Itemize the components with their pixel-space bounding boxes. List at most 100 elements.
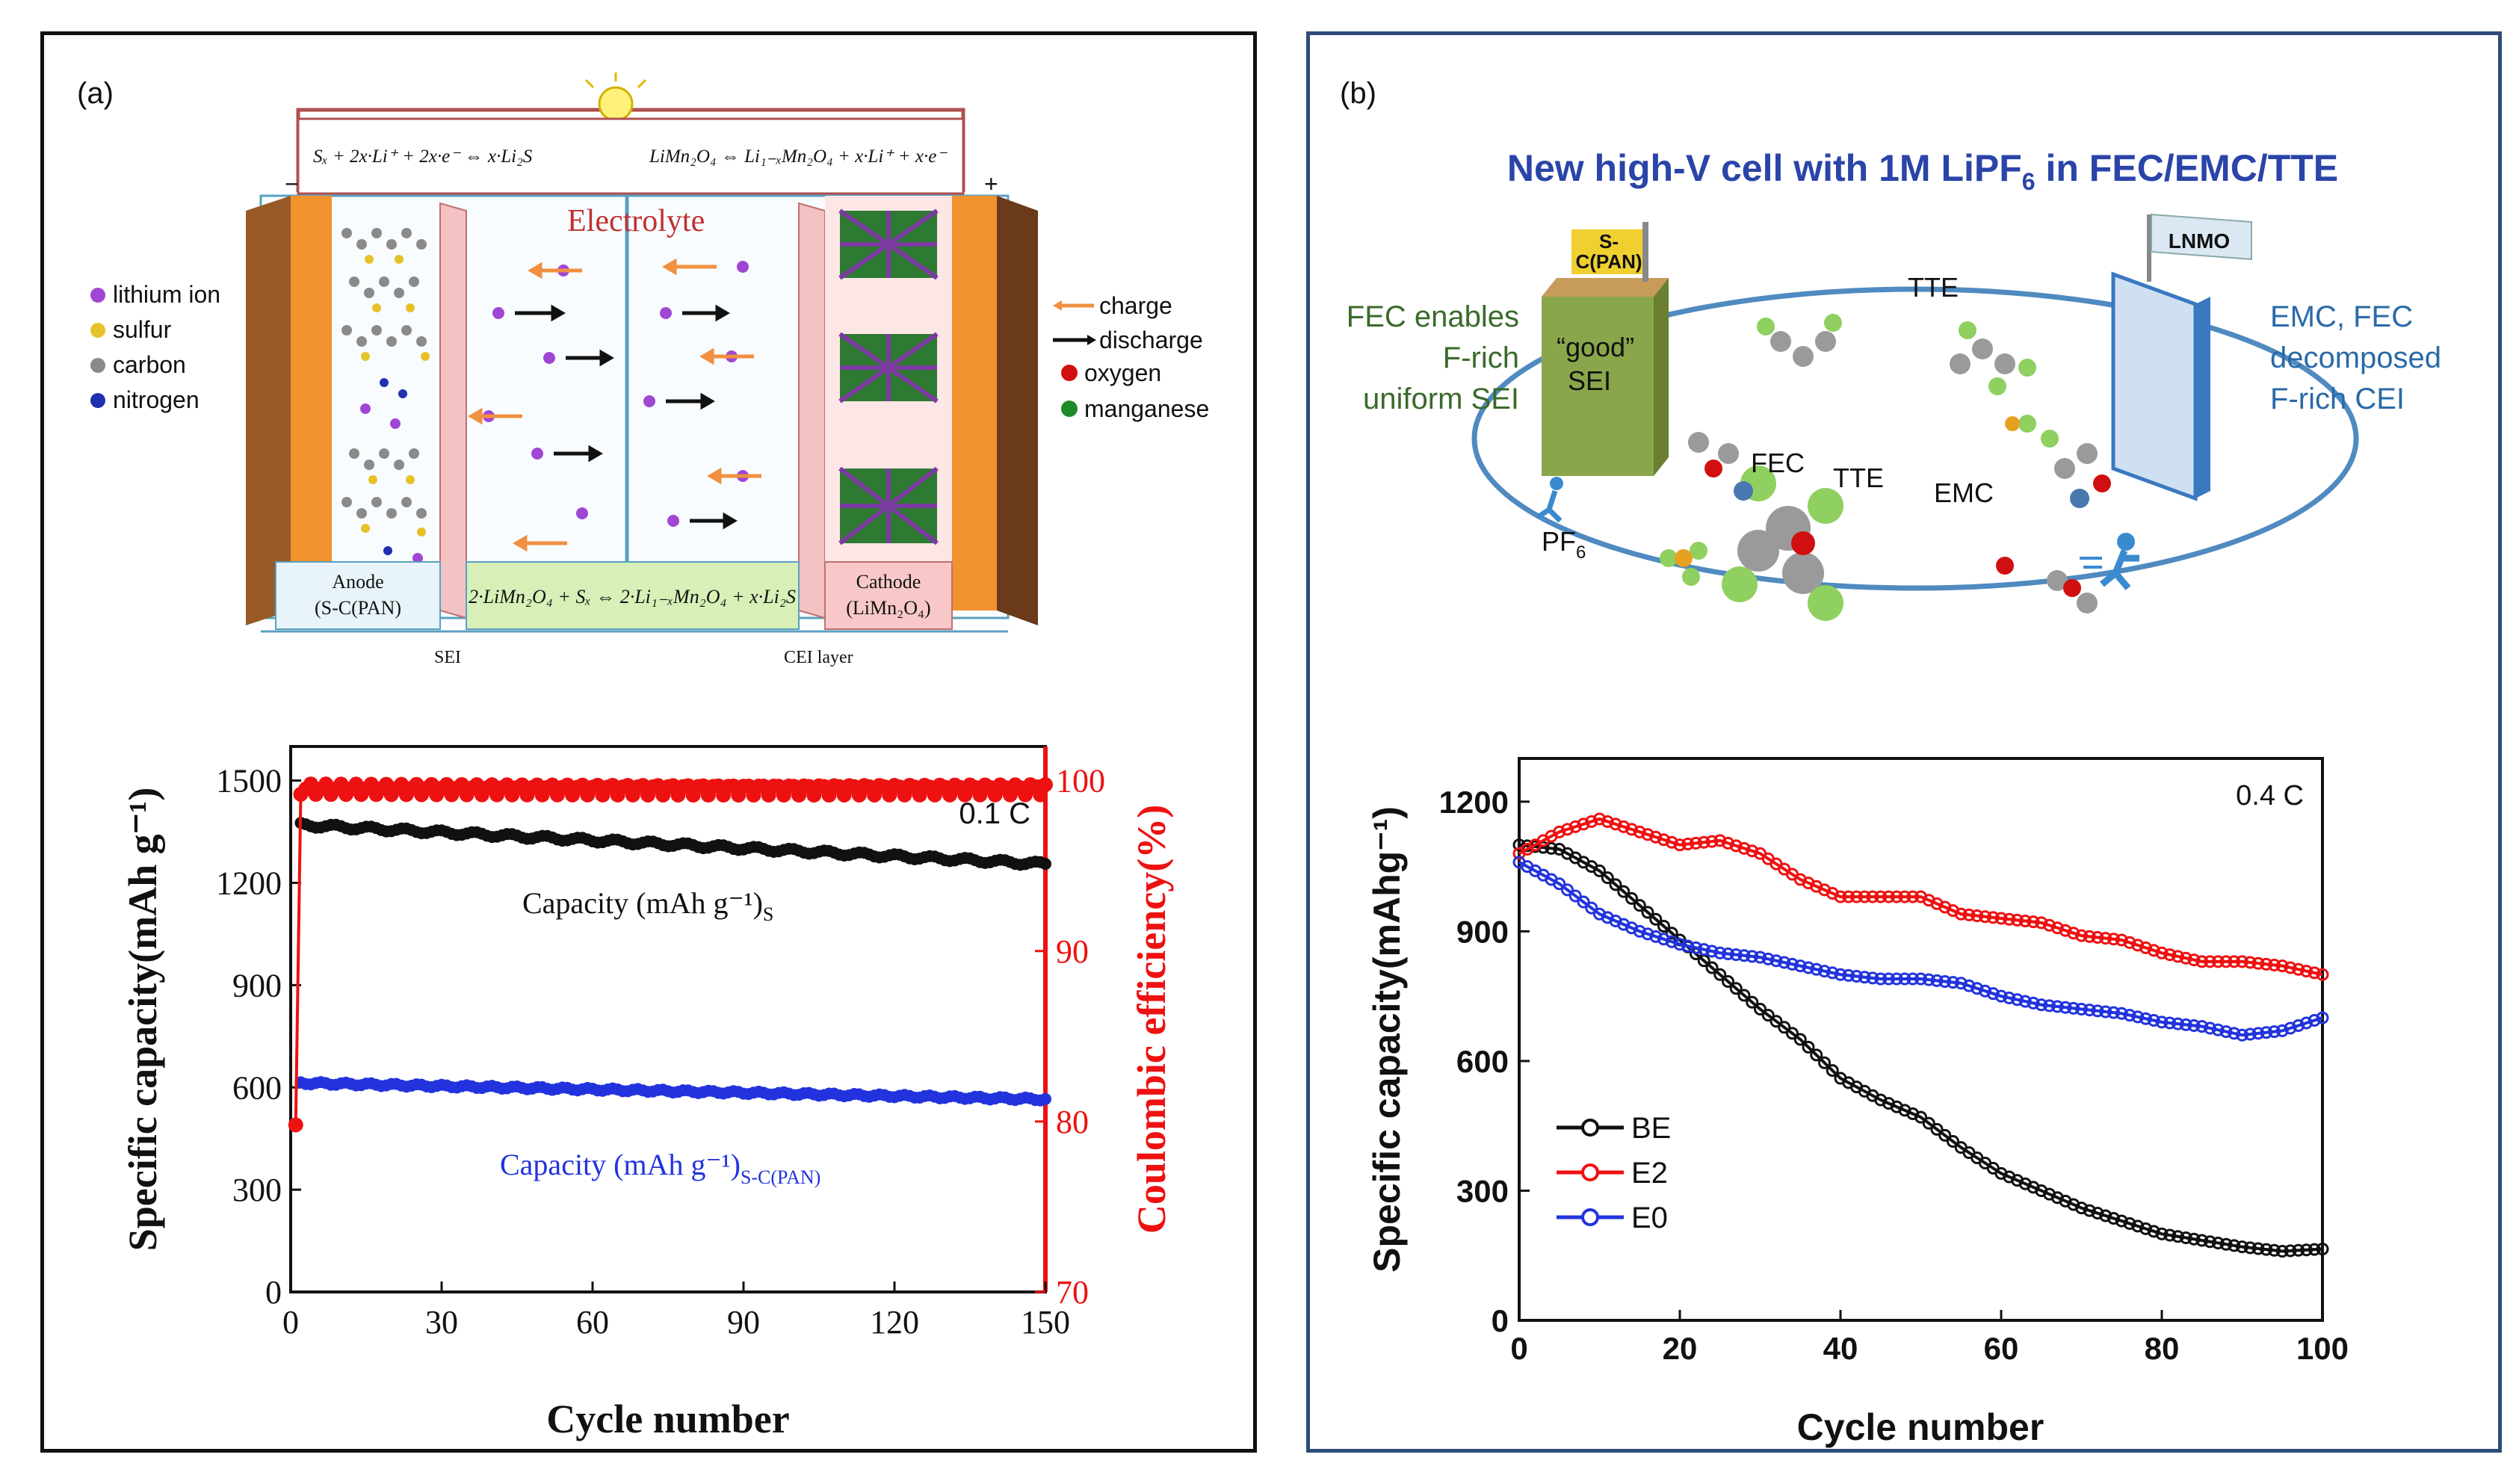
- chart-b-point-BE: [2091, 1207, 2104, 1220]
- cathode-label: Cathode: [856, 571, 921, 593]
- sei-layer: [439, 202, 467, 619]
- chart-b-point-E2: [2067, 927, 2080, 940]
- chart-b-point-BE: [1633, 899, 1646, 912]
- chart-b-point-E0: [2316, 1011, 2329, 1024]
- chart-b-point-E2: [1609, 817, 1622, 831]
- mol-fec: FEC: [1751, 448, 1805, 478]
- runner-icon: [2080, 533, 2139, 590]
- chart-b-point-E0: [1641, 927, 1654, 941]
- chart-b-legend-marker: [1581, 1208, 1599, 1226]
- chart-a-ytick-label: 1500: [216, 763, 282, 800]
- chart-b-point-E0: [1577, 895, 1590, 909]
- plus-sign: +: [984, 170, 998, 197]
- chart-b-point-E2: [1994, 912, 2008, 925]
- chart-b-point-E0: [1729, 948, 1743, 962]
- chart-b-point-E2: [1890, 890, 1903, 903]
- chart-b-point-E2: [1729, 839, 1743, 853]
- chart-b-point-BE: [2268, 1243, 2281, 1257]
- chart-b-point-E2: [1617, 820, 1631, 833]
- chart-b-point-E2: [2099, 932, 2112, 945]
- legend-carbon: carbon: [113, 351, 186, 378]
- chart-a-y2tick-label: 70: [1056, 1274, 1089, 1311]
- chart-b-rate: 0.4 C: [2236, 780, 2304, 811]
- chart-b-point-E2: [1882, 890, 1895, 903]
- chart-b-point-E0: [1866, 971, 1879, 985]
- chart-b-point-BE: [1802, 1040, 1815, 1054]
- chart-b-point-E0: [2284, 1021, 2297, 1035]
- cathode-electrode: [952, 196, 997, 610]
- chart-b-point-E2: [1593, 812, 1606, 826]
- chart-b-point-BE: [2228, 1239, 2241, 1252]
- legend-discharge: discharge: [1099, 327, 1203, 353]
- chart-b-point-BE: [2155, 1227, 2169, 1240]
- chart-b-point-E0: [2228, 1027, 2241, 1040]
- chart-b-point-E0: [2003, 991, 2016, 1004]
- sc-pan-label-1: S-: [1599, 230, 1619, 253]
- chart-b-point-E0: [2059, 1001, 2072, 1014]
- minus-sign: −: [285, 170, 299, 197]
- chart-b-xtick-label: 20: [1663, 1331, 1698, 1366]
- sc-pan-label-2: C(PAN): [1575, 250, 1642, 273]
- chart-b-point-E2: [1665, 835, 1678, 849]
- chart-b-point-E0: [2027, 996, 2040, 1010]
- chart-b-point-E2: [1962, 908, 1976, 921]
- chart-b-point-BE: [1737, 989, 1751, 1002]
- chart-b-point-BE: [2300, 1243, 2313, 1257]
- chart-b-point-E0: [1778, 956, 1791, 969]
- fec-left-2: F-rich: [1443, 341, 1519, 374]
- chart-b-point-E0: [1842, 968, 1855, 982]
- chart-b-point-E0: [1954, 977, 1968, 990]
- chart-b-point-BE: [1641, 906, 1654, 919]
- chart-b-point-E0: [1971, 982, 1984, 995]
- chart-b-point-E0: [1898, 972, 1911, 986]
- chart-b-point-E2: [1713, 834, 1727, 847]
- chart-b-point-E0: [2083, 1004, 2096, 1017]
- chart-b-point-E2: [2163, 948, 2177, 962]
- chart-b-point-E2: [2139, 941, 2152, 954]
- chart-b-point-BE: [1746, 995, 1759, 1009]
- lnmo-label: LNMO: [2169, 229, 2230, 253]
- chart-b-point-E2: [1737, 841, 1751, 855]
- right-text-2: decomposed: [2270, 341, 2441, 374]
- chart-b-point-E2: [2091, 930, 2104, 944]
- chart-b-point-E2: [2131, 939, 2145, 952]
- legend-manganese: manganese: [1084, 395, 1209, 422]
- sc-pan-electrode: [1542, 222, 1669, 476]
- chart-b-point-E0: [1882, 972, 1895, 986]
- chart-b-point-BE: [2179, 1231, 2192, 1245]
- chart-b-point-BE: [2251, 1242, 2265, 1255]
- chart-b-point-E2: [1625, 823, 1638, 836]
- right-text-3: F-rich CEI: [2270, 383, 2405, 415]
- chart-b-point-E2: [1673, 838, 1687, 852]
- lnmo-electrode: [2111, 213, 2252, 501]
- chart-b-point-BE: [2243, 1241, 2257, 1255]
- panel-b-svg: New high-V cell with 1M LiPF6 in FEC/EMC…: [1347, 147, 2441, 1448]
- chart-b-point-BE: [2316, 1243, 2329, 1256]
- chart-b-point-E2: [1954, 907, 1968, 921]
- chart-b-point-BE: [1601, 871, 1614, 885]
- chart-b-point-E2: [2275, 959, 2289, 973]
- cathode-collector: [997, 196, 1038, 625]
- chart-b-point-E2: [2043, 918, 2056, 932]
- chart-b-ytick-label: 900: [1456, 914, 1509, 949]
- chart-b-point-E2: [2011, 913, 2024, 927]
- chart-b-point-BE: [2123, 1216, 2136, 1230]
- chart-b-xtick-label: 40: [1823, 1331, 1858, 1366]
- runner-icon-small: [1536, 477, 1563, 523]
- chart-b-point-E2: [1986, 911, 2000, 924]
- chart-b-point-E2: [1722, 836, 1734, 850]
- chart-b-point-E0: [1802, 961, 1815, 974]
- chart-b-point-E0: [2219, 1025, 2233, 1039]
- chart-b-point-E2: [1553, 825, 1566, 838]
- chart-b-point-E0: [1553, 877, 1566, 891]
- chart-b-point-E2: [1842, 890, 1855, 903]
- chart-a-y2tick-label: 80: [1056, 1104, 1089, 1140]
- chart-b-point-E2: [2284, 961, 2297, 974]
- chart-b-point-E0: [2300, 1016, 2313, 1030]
- sei-label-b: SEI: [1568, 365, 1611, 396]
- chart-b-xtick-label: 60: [1984, 1331, 2019, 1366]
- cathode-sub: (LiMn₂O₄): [846, 597, 930, 619]
- chart-b-point-E0: [2292, 1018, 2305, 1032]
- chart-b-point-E0: [2308, 1014, 2321, 1027]
